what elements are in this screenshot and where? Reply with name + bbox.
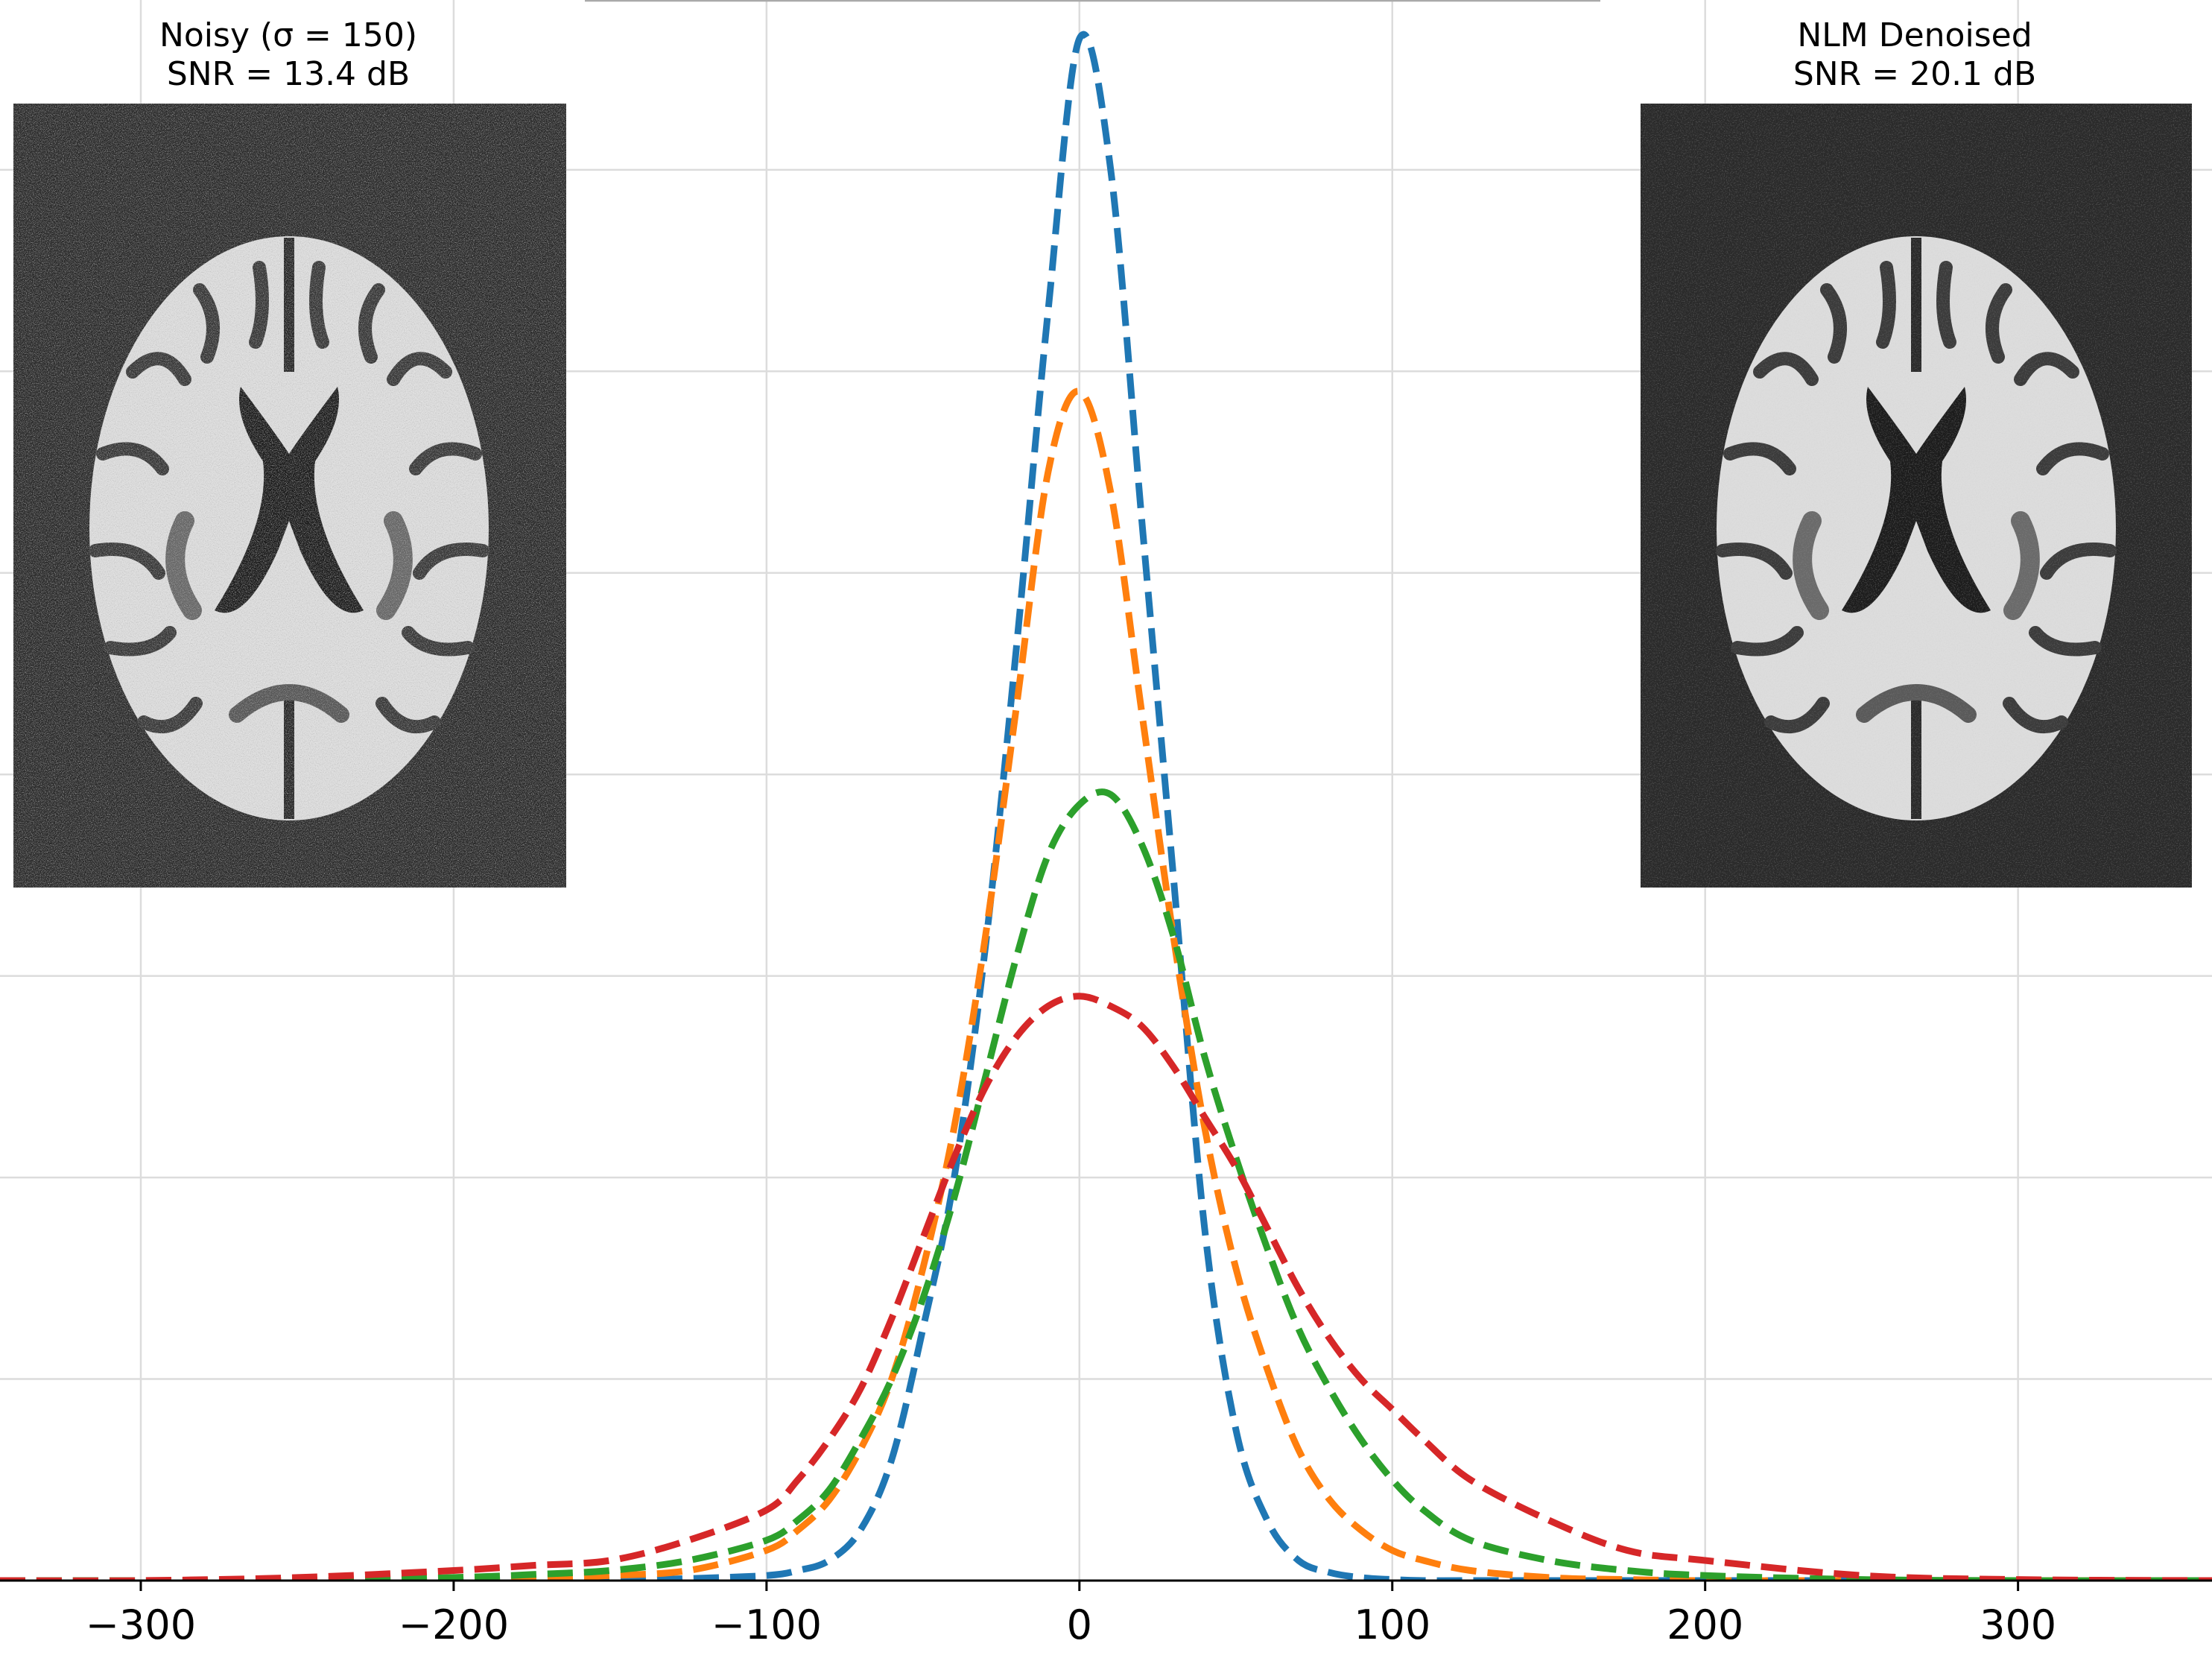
x-tick-label-5: 200 (1667, 1601, 1743, 1648)
x-axis-ticks: −300 −200 −100 0 100 200 300 (86, 1581, 2056, 1648)
series-line-1 (0, 388, 2212, 1581)
noisy-brain-image (13, 104, 566, 888)
x-tick-label-2: −100 (712, 1601, 822, 1648)
x-tick-label-1: −200 (399, 1601, 509, 1648)
noisy-image-inset: Noisy (σ = 150) SNR = 13.4 dB (13, 16, 566, 888)
noisy-inset-title-line2: SNR = 13.4 dB (167, 55, 410, 93)
x-tick-label-3: 0 (1067, 1601, 1092, 1648)
denoised-inset-title-line1: NLM Denoised (1797, 16, 2032, 54)
series-line-2 (0, 788, 2212, 1581)
noisy-inset-title-line1: Noisy (σ = 150) (159, 16, 417, 54)
denoised-brain-image (1641, 104, 2192, 888)
denoised-inset-title-line2: SNR = 20.1 dB (1793, 55, 2036, 93)
x-tick-label-0: −300 (86, 1601, 196, 1648)
x-tick-label-6: 300 (1980, 1601, 2056, 1648)
series-line-3 (0, 993, 2212, 1581)
denoised-image-inset: NLM Denoised SNR = 20.1 dB (1641, 16, 2192, 888)
x-tick-label-4: 100 (1354, 1601, 1430, 1648)
